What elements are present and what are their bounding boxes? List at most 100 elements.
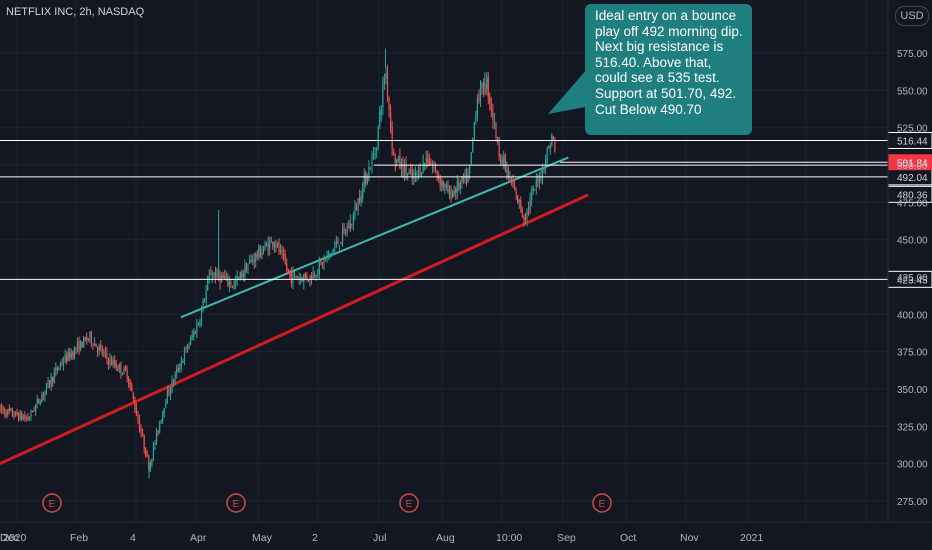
candle-body (272, 241, 274, 247)
candle-body (348, 226, 350, 229)
level-label: 423.45 (897, 275, 928, 286)
candle-body (259, 246, 261, 257)
candle-body (307, 280, 310, 282)
candle-body (233, 282, 235, 287)
candle-body (548, 146, 550, 149)
candle-body (50, 376, 52, 387)
candle-body (103, 352, 105, 354)
price-tick-label: 550.00 (897, 86, 928, 97)
candle-body (162, 411, 164, 421)
candle-body (49, 381, 51, 386)
candle-body (470, 151, 472, 164)
candle-body (163, 407, 165, 413)
candle-body (0, 405, 1, 412)
candle-body (73, 348, 75, 359)
candle-body (211, 275, 213, 278)
trendlines[interactable] (0, 156, 589, 466)
candle-body (527, 207, 530, 210)
currency-label: USD (900, 10, 924, 22)
candle-body (369, 168, 372, 170)
earnings-icon[interactable] (399, 493, 419, 513)
candle-body (512, 181, 514, 188)
trendline-channel[interactable] (180, 156, 569, 319)
candle-body (205, 290, 207, 301)
candle-body (521, 209, 523, 215)
earnings-icon[interactable] (592, 493, 612, 513)
candle-body (165, 403, 167, 407)
candle-body (543, 167, 545, 170)
price-tick-label: 450.00 (897, 236, 928, 247)
candle-body (207, 280, 209, 291)
candle-body (284, 255, 286, 264)
earnings-icon[interactable] (226, 493, 246, 513)
annotation-text: Ideal entry on a bounce play off 492 mor… (595, 8, 743, 117)
time-axis[interactable]: 2020 Feb 4 Apr May 2 Jul Aug 10:00 Sep Oct Nov Dec 20… (0, 521, 932, 544)
candle-body (372, 153, 375, 159)
candle-body (439, 176, 441, 185)
candle-body (76, 343, 79, 349)
candle-body (464, 173, 466, 179)
time-tick-label: Feb (70, 532, 88, 544)
candle-body (332, 249, 334, 255)
candle-body (379, 111, 381, 127)
candle-body (329, 253, 331, 255)
candle-body (78, 341, 80, 352)
candle-body (504, 154, 506, 170)
currency-button[interactable]: USD (895, 6, 929, 26)
candle-body (320, 259, 322, 263)
candle-body (424, 163, 426, 165)
candle-body (376, 147, 378, 151)
candle-body (281, 250, 283, 253)
candle-body (258, 247, 260, 257)
candle-body (264, 243, 266, 250)
candle-body (24, 415, 26, 419)
candle-body (66, 354, 68, 362)
annotation-callout[interactable]: Ideal entry on a bounce play off 492 mor… (585, 4, 752, 135)
candle-body (481, 82, 483, 88)
candle-body (411, 170, 413, 179)
candle-body (397, 156, 399, 162)
candle-body (292, 272, 294, 283)
candle-body (357, 198, 359, 212)
candle-body (191, 335, 193, 337)
candle-body (546, 148, 548, 163)
candle-body (245, 263, 248, 273)
candle-body (472, 137, 474, 152)
time-tick-label: Oct (620, 532, 636, 544)
candle-body (317, 272, 319, 274)
candle-body (399, 155, 401, 168)
candle-body (518, 199, 520, 203)
candle-body (428, 160, 430, 165)
candle-body (523, 216, 525, 220)
price-axis[interactable]: 575.00 550.00 525.00 500.00 475.00 450.00 425.… (887, 0, 928, 522)
candle-body (151, 458, 153, 465)
candle-body (168, 388, 170, 395)
candle-body (417, 168, 420, 176)
candle-body (403, 164, 406, 176)
candle-body (95, 343, 97, 348)
candle-body (465, 172, 468, 184)
candle-body (75, 347, 77, 350)
candle-body (368, 166, 370, 179)
candle-body (331, 253, 333, 255)
candle-body (149, 462, 151, 471)
candle-body (186, 347, 189, 349)
trendline-support[interactable] (0, 193, 589, 466)
candle-body (53, 372, 55, 384)
candle-body (366, 177, 368, 184)
candle-body (456, 181, 458, 193)
candle-body (341, 229, 344, 241)
candle-body (231, 285, 234, 287)
candle-body (154, 442, 156, 445)
candle-body (13, 415, 15, 417)
candle-body (461, 176, 463, 183)
candle-body (5, 413, 7, 417)
candle-body (86, 336, 88, 340)
earnings-icon[interactable] (42, 493, 62, 513)
candle-body (301, 279, 303, 282)
candle-body (326, 255, 328, 257)
candle-body (199, 321, 201, 326)
